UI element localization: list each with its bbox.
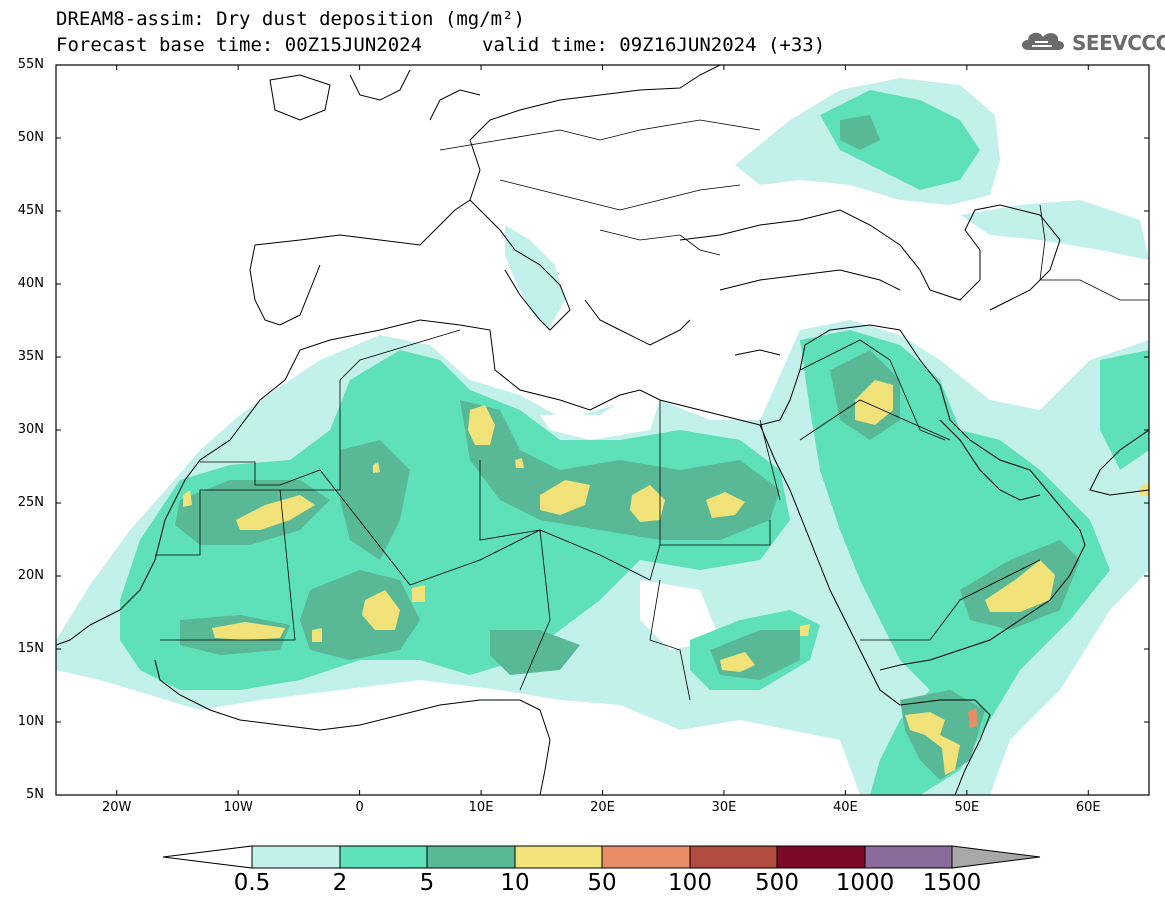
- lat-tick-label: 45N: [17, 203, 44, 218]
- dust-field: [56, 78, 1149, 795]
- dust-level-10-50: [985, 560, 1055, 612]
- lon-tick-label: 0: [355, 800, 364, 815]
- colorbar-segment: [689, 845, 778, 869]
- lon-tick-label: 10W: [223, 800, 253, 815]
- dust-level-2-5: [800, 330, 1110, 795]
- dust-level-10-50: [1140, 482, 1149, 496]
- colorbar-label: 500: [755, 870, 799, 896]
- lat-tick-label: 25N: [17, 495, 44, 510]
- dust-level-2-5: [820, 90, 980, 190]
- colorbar-segment: [776, 845, 866, 869]
- lat-tick-label: 50N: [17, 130, 44, 145]
- dust-level-10-50: [905, 712, 960, 775]
- colorbar-segment: [514, 845, 603, 869]
- colorbar-segment: [339, 845, 428, 869]
- colorbar: [162, 845, 1041, 869]
- lon-tick-label: 50E: [954, 800, 980, 815]
- colorbar-label: 0.5: [233, 870, 271, 896]
- dust-level-10-50: [468, 405, 495, 445]
- borders: [155, 119, 1149, 701]
- dust-level-0.5-2: [505, 225, 565, 330]
- lat-tick-label: 10N: [17, 714, 44, 729]
- map-title: DREAM8-assim: Dry dust deposition (mg/m²…: [56, 8, 525, 30]
- forecast-base-time: Forecast base time: 00Z15JUN2024: [56, 34, 423, 56]
- lat-tick-label: 5N: [26, 787, 44, 802]
- lat-tick-label: 55N: [17, 57, 44, 72]
- colorbar-under-arrow: [162, 845, 253, 869]
- dust-level-10-50: [706, 492, 745, 518]
- dust-level-2-5: [1100, 350, 1149, 470]
- colorbar-segment: [426, 845, 516, 869]
- dust-level-10-50: [855, 380, 893, 425]
- lat-tick-label: 15N: [17, 641, 44, 656]
- colorbar-label: 2: [332, 870, 348, 896]
- colorbar-segment: [864, 845, 953, 869]
- lat-tick-label: 40N: [17, 276, 44, 291]
- dust-level-50-100: [968, 708, 978, 728]
- lat-tick-label: 35N: [17, 349, 44, 364]
- logo-text: SEEVCCC: [1072, 31, 1165, 55]
- dust-level-10-50: [183, 490, 192, 507]
- lon-tick-label: 40E: [832, 800, 858, 815]
- dust-level-0.5-2: [960, 200, 1149, 260]
- dust-level-10-50: [312, 628, 322, 642]
- colorbar-label: 50: [587, 870, 617, 896]
- colorbar-segment: [251, 845, 341, 869]
- colorbar-label: 1000: [835, 870, 895, 896]
- dust-level-5-10: [490, 630, 580, 675]
- colorbar-over-arrow: [951, 845, 1041, 869]
- lon-tick-label: 60E: [1075, 800, 1101, 815]
- dust-level-10-50: [236, 495, 315, 530]
- dust-level-5-10: [840, 115, 880, 150]
- dust-level-10-50: [412, 585, 425, 602]
- dust-level-10-50: [540, 480, 590, 515]
- colorbar-segment: [601, 845, 691, 869]
- dust-level-10-50: [720, 652, 755, 672]
- dust-level-5-10: [340, 440, 410, 560]
- dust-level-10-50: [630, 485, 665, 522]
- dust-level-10-50: [362, 590, 400, 630]
- dust-level-10-50: [373, 462, 380, 473]
- dust-level-10-50: [515, 458, 524, 468]
- colorbar-label: 10: [500, 870, 530, 896]
- lon-tick-label: 20W: [102, 800, 132, 815]
- dust-level-10-50: [212, 622, 285, 640]
- valid-time: valid time: 09Z16JUN2024 (+33): [482, 34, 826, 56]
- dust-level-10-50: [800, 624, 810, 636]
- dust-level-5-10: [300, 570, 420, 660]
- colorbar-label: 5: [419, 870, 435, 896]
- lat-tick-label: 30N: [17, 422, 44, 437]
- dust-level-2-5: [120, 350, 790, 690]
- lon-tick-label: 20E: [590, 800, 615, 815]
- colorbar-label: 100: [668, 870, 712, 896]
- colorbar-label: 1500: [922, 870, 982, 896]
- seevccc-logo: SEEVCCC: [1018, 26, 1165, 58]
- dust-level-5-10: [900, 690, 985, 780]
- cloud-icon: [1022, 32, 1064, 50]
- tick-marks: [56, 64, 1149, 796]
- lon-tick-label: 10E: [468, 800, 494, 815]
- lon-tick-label: 30E: [711, 800, 737, 815]
- lat-tick-label: 20N: [17, 568, 44, 583]
- coastlines: [56, 65, 1149, 795]
